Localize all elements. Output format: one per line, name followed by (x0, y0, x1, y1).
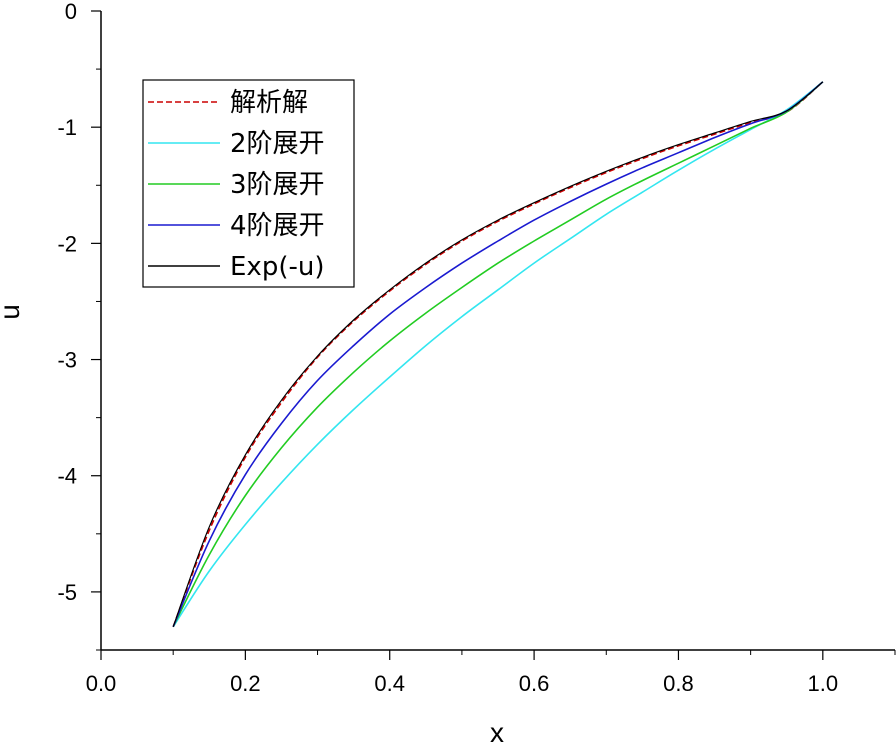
series-lines (172, 81, 824, 628)
legend-label: 3阶展开 (230, 170, 325, 200)
series-line-3 (172, 81, 824, 628)
legend-label: 2阶展开 (230, 129, 325, 159)
y-tick-label: -1 (57, 115, 77, 140)
series-line-1 (172, 81, 824, 628)
y-axis-title: u (0, 304, 25, 320)
y-tick-label: -3 (57, 348, 77, 373)
x-tick-label: 0.4 (374, 671, 405, 696)
legend-label: 解析解 (230, 88, 308, 118)
series-line-2 (172, 81, 824, 628)
y-tick-label: -4 (57, 464, 77, 489)
x-tick-label: 0.2 (230, 671, 261, 696)
legend-label: Exp(-u) (230, 252, 324, 282)
y-tick-label: -2 (57, 231, 77, 256)
axes: 0.0 0.2 0.4 0.6 0.8 1.0 0 -1 -2 -3 -4 -5 (57, 0, 896, 696)
series-line-4 (172, 81, 824, 628)
x-axis-title: x (490, 717, 504, 745)
y-tick-label: 0 (65, 0, 77, 24)
y-tick-label: -5 (57, 580, 77, 605)
x-tick-label: 0.0 (86, 671, 117, 696)
legend-label: 4阶展开 (230, 211, 325, 241)
legend: 解析解 2阶展开 3阶展开 4阶展开 Exp(-u) (142, 79, 355, 288)
series-line-5 (172, 81, 824, 628)
x-tick-label: 0.6 (519, 671, 550, 696)
x-tick-label: 1.0 (808, 671, 839, 696)
x-tick-label: 0.8 (663, 671, 694, 696)
